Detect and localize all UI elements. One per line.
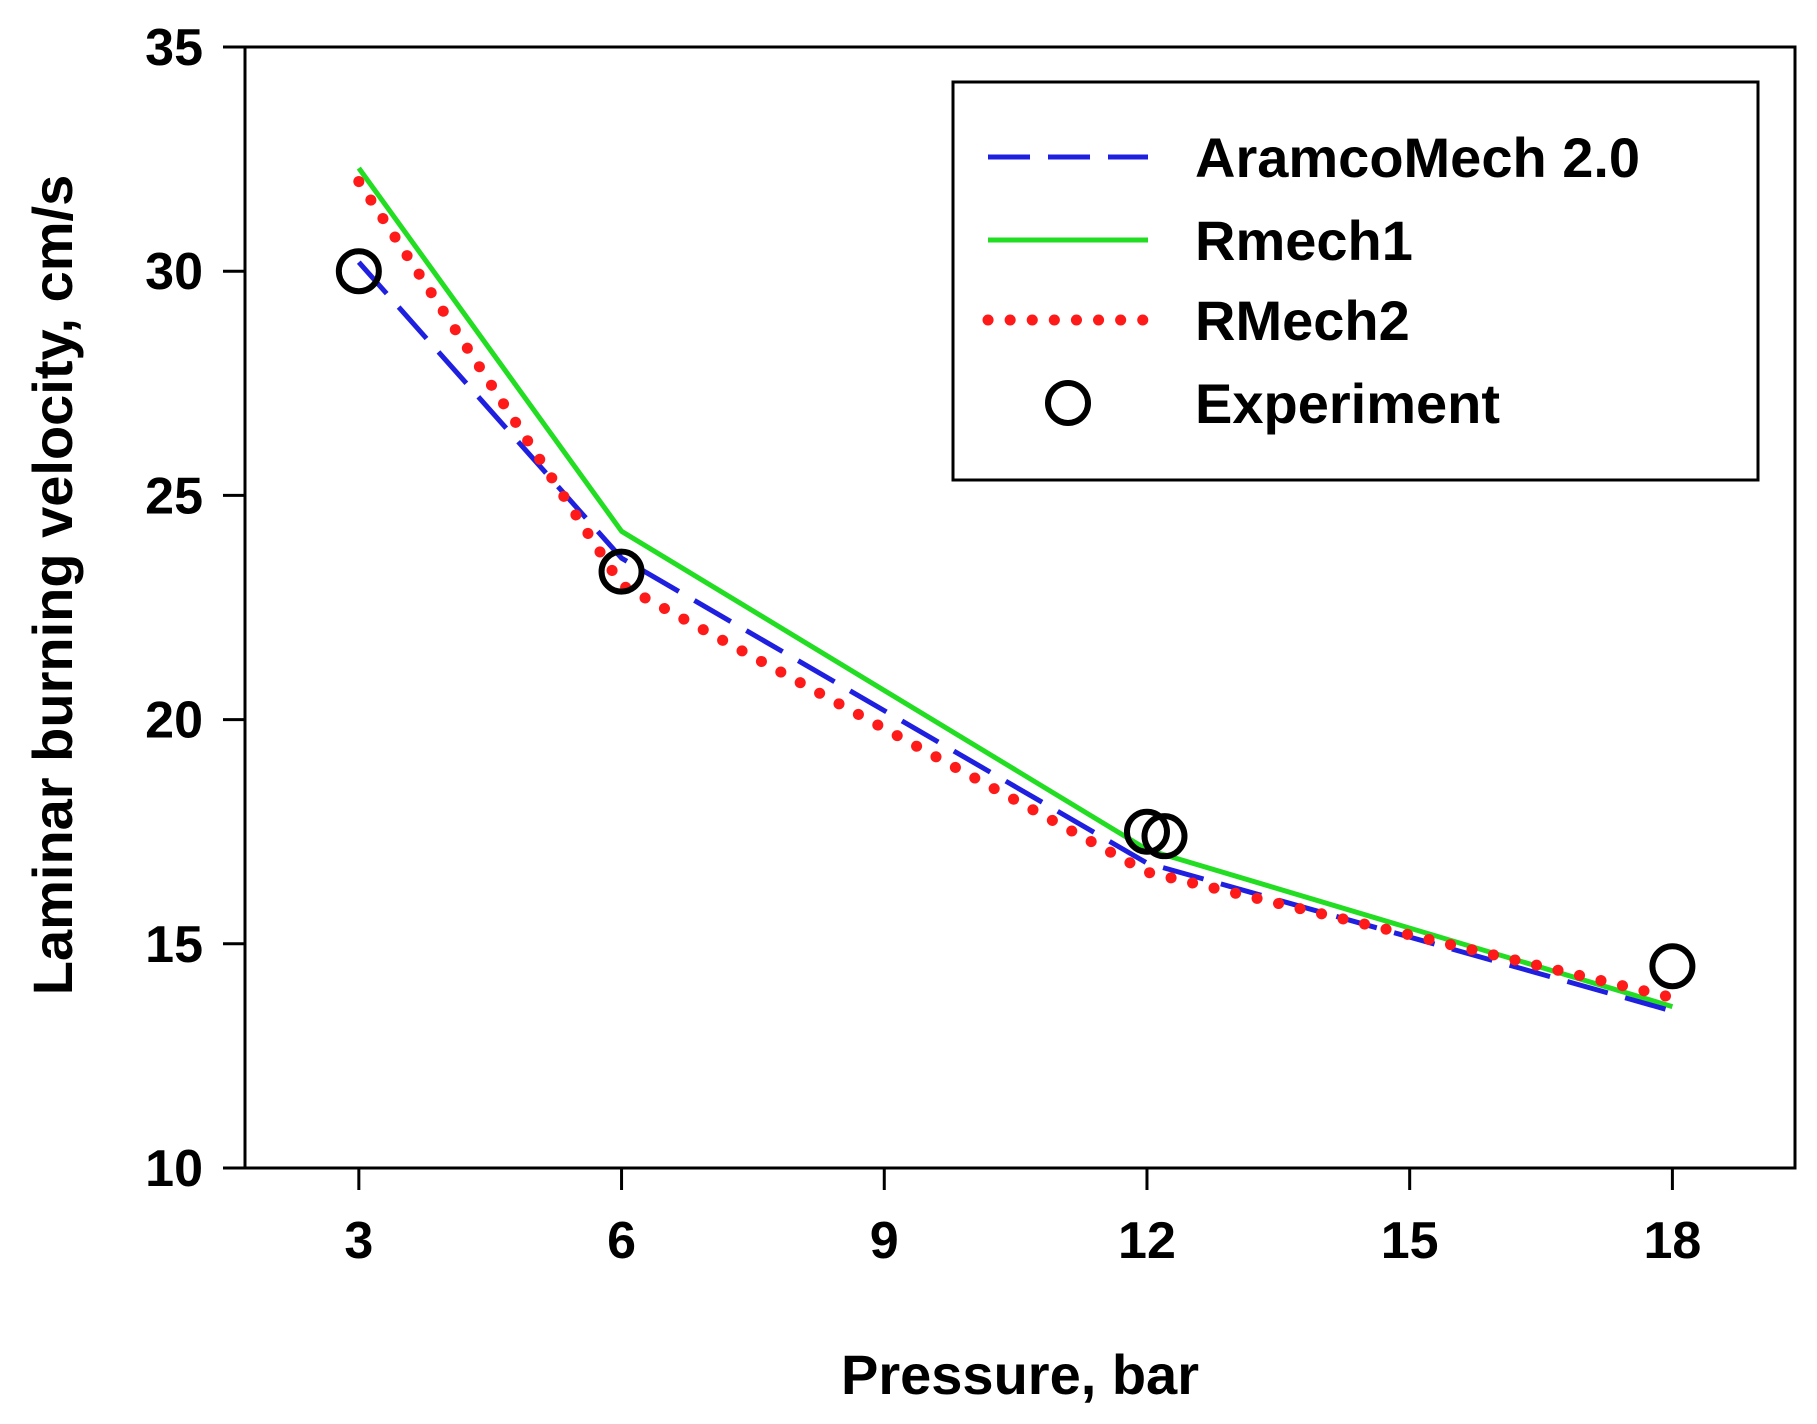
- series-line-rmech1: [356, 166, 1674, 1009]
- experiment-marker: [1141, 813, 1188, 860]
- x-tick-label: 15: [1381, 1212, 1439, 1270]
- experiment-marker: [335, 248, 382, 295]
- series-layer: [335, 166, 1696, 1014]
- plot-frame: [243, 45, 1797, 1170]
- y-tick-label: 30: [145, 243, 203, 301]
- x-tick-label: 9: [870, 1212, 899, 1270]
- legend-label: RMech2: [1195, 289, 1410, 352]
- y-tick-label: 10: [145, 1140, 203, 1198]
- experiment-marker: [598, 548, 645, 595]
- x-tick-label: 12: [1118, 1212, 1176, 1270]
- y-tick-label: 20: [145, 692, 203, 750]
- x-tick-label: 3: [344, 1212, 373, 1270]
- experiment-marker: [1123, 808, 1170, 855]
- x-axis-title: Pressure, bar: [841, 1343, 1199, 1406]
- legend-label: Experiment: [1195, 372, 1500, 435]
- experiment-marker: [1649, 943, 1696, 990]
- x-tick-label: 18: [1643, 1212, 1701, 1270]
- legend-label: Rmech1: [1195, 209, 1413, 272]
- series-line-rmech2: [353, 176, 1678, 1004]
- legend: AramcoMech 2.0 Rmech1 RMech2 Experiment: [951, 80, 1760, 482]
- y-tick-label: 25: [145, 467, 203, 525]
- y-tick-label: 15: [145, 916, 203, 974]
- legend-marker-experiment: [1045, 380, 1091, 426]
- y-axis-title: Laminar burning velocity, cm/s: [21, 175, 84, 996]
- legend-label: AramcoMech 2.0: [1195, 126, 1640, 189]
- x-tick-label: 6: [607, 1212, 636, 1270]
- y-tick-label: 35: [145, 19, 203, 77]
- axes: 10 15 20 25 30 35 3 6 9 12 15 18: [145, 19, 1797, 1270]
